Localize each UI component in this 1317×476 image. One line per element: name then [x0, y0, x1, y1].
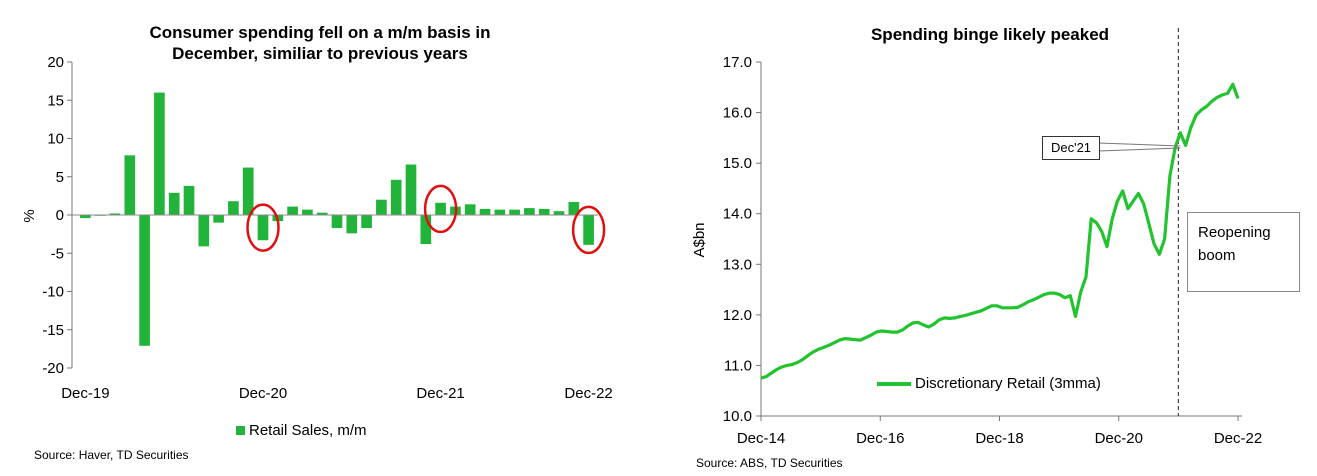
left-x-tick-label: Dec-20 — [239, 385, 287, 402]
highlight-circle — [423, 184, 458, 234]
bar — [242, 167, 254, 215]
left-y-tick-label: 15 — [47, 92, 64, 109]
bar — [109, 213, 121, 215]
bar — [479, 208, 491, 215]
right-legend: Discretionary Retail (3mma) — [873, 373, 1105, 394]
bar — [553, 211, 565, 215]
bar — [568, 201, 580, 215]
right-y-tick-label: 10.0 — [723, 408, 752, 425]
bar — [420, 215, 432, 245]
bar — [405, 164, 417, 215]
left-legend-swatch — [236, 426, 245, 435]
left-y-axis-title: % — [21, 209, 38, 222]
bar — [376, 199, 387, 215]
left-y-tick-label: 10 — [47, 131, 64, 148]
bar — [464, 204, 476, 215]
left-y-tick-label: -5 — [51, 245, 64, 262]
right-x-tick-label: Dec-18 — [975, 430, 1023, 447]
bar — [302, 209, 313, 215]
dec21-callout: Dec'21 — [1042, 136, 1100, 160]
bar — [183, 185, 195, 215]
bar — [361, 215, 372, 229]
bar — [228, 201, 239, 215]
bar — [331, 215, 343, 229]
bar — [390, 179, 402, 215]
left-x-tick-label: Dec-19 — [61, 385, 109, 402]
reopening-callout: Reopening boom — [1187, 212, 1300, 292]
bar — [198, 215, 210, 247]
left-y-tick-label: -10 — [42, 284, 64, 301]
bar — [509, 209, 520, 215]
left-legend-label: Retail Sales, m/m — [249, 422, 367, 439]
right-legend-label: Discretionary Retail (3mma) — [915, 375, 1101, 392]
right-chart-panel: Spending binge likely peaked 17.0 16.0 15.… — [660, 0, 1317, 476]
bar — [316, 212, 328, 215]
right-legend-swatch — [877, 381, 911, 386]
callout-leader-upper — [1097, 142, 1181, 147]
right-x-tick-label: Dec-16 — [856, 430, 904, 447]
left-x-tick-label: Dec-21 — [416, 385, 464, 402]
highlight-circle — [246, 203, 280, 252]
left-y-tick-label: -15 — [42, 322, 64, 339]
right-y-tick-label: 13.0 — [723, 256, 752, 273]
right-y-tick-label: 11.0 — [724, 357, 752, 374]
left-chart-title: Consumer spending fell on a m/m basis in… — [149, 23, 491, 63]
bar — [287, 206, 298, 215]
bar — [213, 215, 224, 223]
right-x-tick-label: Dec-22 — [1214, 430, 1262, 447]
left-y-tick-label: 20 — [47, 54, 64, 71]
bar — [435, 202, 446, 215]
right-x-tick-label: Dec-20 — [1095, 430, 1143, 447]
bar — [538, 208, 550, 215]
right-y-tick-label: 14.0 — [723, 206, 752, 223]
bar — [124, 155, 136, 215]
bar — [139, 215, 150, 346]
right-y-tick-label: 12.0 — [723, 307, 752, 324]
left-x-tick-label: Dec-22 — [564, 385, 612, 402]
bar — [80, 215, 91, 219]
callout-leader-lower — [1097, 147, 1181, 152]
bar — [154, 92, 165, 215]
bar — [346, 215, 358, 234]
right-y-axis-title: A$bn — [691, 222, 708, 257]
right-chart-title: Spending binge likely peaked — [870, 25, 1110, 44]
right-y-tick-label: 15.0 — [723, 155, 752, 172]
left-legend: Retail Sales, m/m — [236, 422, 367, 439]
left-y-tick-label: 5 — [56, 169, 64, 186]
bar — [583, 215, 594, 245]
left-y-tick-label: -20 — [42, 360, 64, 377]
right-source: Source: ABS, TD Securities — [696, 456, 843, 470]
bar — [494, 209, 506, 215]
bar — [168, 192, 180, 215]
right-y-tick-label: 17.0 — [723, 54, 752, 71]
left-chart-svg: 20 15 10 5 0 -5 -10 -15 -20% Dec-19 Dec-20 Dec-21 De… — [21, 54, 613, 402]
bar — [524, 208, 535, 215]
left-source: Source: Haver, TD Securities — [34, 448, 189, 462]
left-chart-panel: Consumer spending fell on a m/m basis in… — [0, 0, 640, 476]
right-y-tick-label: 16.0 — [723, 105, 752, 122]
highlight-circle — [571, 205, 606, 255]
left-y-tick-label: 0 — [56, 207, 64, 224]
series-line-discretionary-retail — [760, 82, 1240, 380]
right-x-tick-label: Dec-14 — [737, 430, 785, 447]
right-chart-svg: 17.0 16.0 15.0 14.0 13.0 12.0 11.0 10.0 A$bn Dec-… — [691, 28, 1262, 447]
bar — [257, 215, 269, 241]
